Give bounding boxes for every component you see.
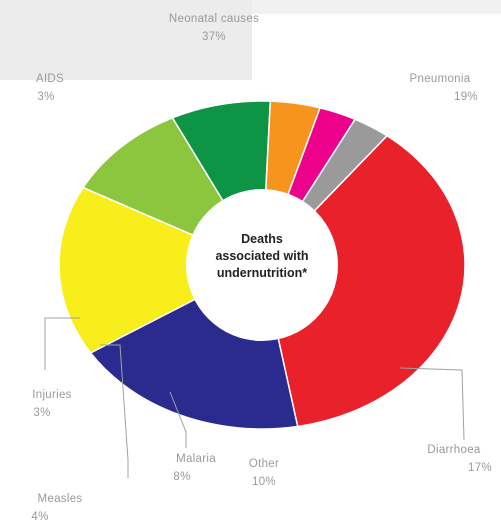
leader-line-measles (100, 344, 129, 478)
slice-neonatal-causes (261, 134, 466, 428)
background-strip (252, 0, 501, 14)
center-label-line-1: Deaths (241, 232, 283, 246)
donut-slices (58, 100, 466, 430)
leader-line-malaria (169, 391, 187, 448)
label-malaria-name: Malaria (176, 453, 216, 465)
leader-line-injuries (44, 317, 80, 370)
label-injuries-name: Injuries (32, 389, 71, 401)
center-label-line-3: undernutrition* (217, 266, 307, 280)
label-pneumonia-value: 19% (454, 91, 478, 103)
donut-hole (186, 189, 338, 341)
label-other-value: 10% (252, 476, 276, 488)
background-panel (0, 0, 252, 80)
label-injuries-value: 3% (33, 407, 50, 419)
leader-line-diarrhoea (399, 367, 465, 441)
label-measles-name: Measles (38, 493, 83, 505)
label-other-name: Other (249, 458, 279, 470)
slice-labels: Neonatal causes 37% Pneumonia 19% Diarrh… (31, 13, 492, 523)
label-pneumonia-name: Pneumonia (410, 73, 471, 85)
label-malaria-value: 8% (173, 471, 190, 483)
center-label: Deaths associated with undernutrition* (215, 232, 308, 280)
label-diarrhoea-name: Diarrhoea (427, 444, 481, 456)
label-aids-name: AIDS (36, 73, 64, 85)
center-label-line-2: associated with (215, 249, 308, 263)
label-neonatal-name: Neonatal causes (169, 13, 259, 25)
label-aids-value: 3% (37, 91, 54, 103)
label-measles-value: 4% (31, 511, 48, 523)
slice-diarrhoea (58, 186, 264, 354)
leader-lines (44, 317, 465, 478)
label-neonatal-value: 37% (202, 31, 226, 43)
label-diarrhoea-value: 17% (468, 462, 492, 474)
